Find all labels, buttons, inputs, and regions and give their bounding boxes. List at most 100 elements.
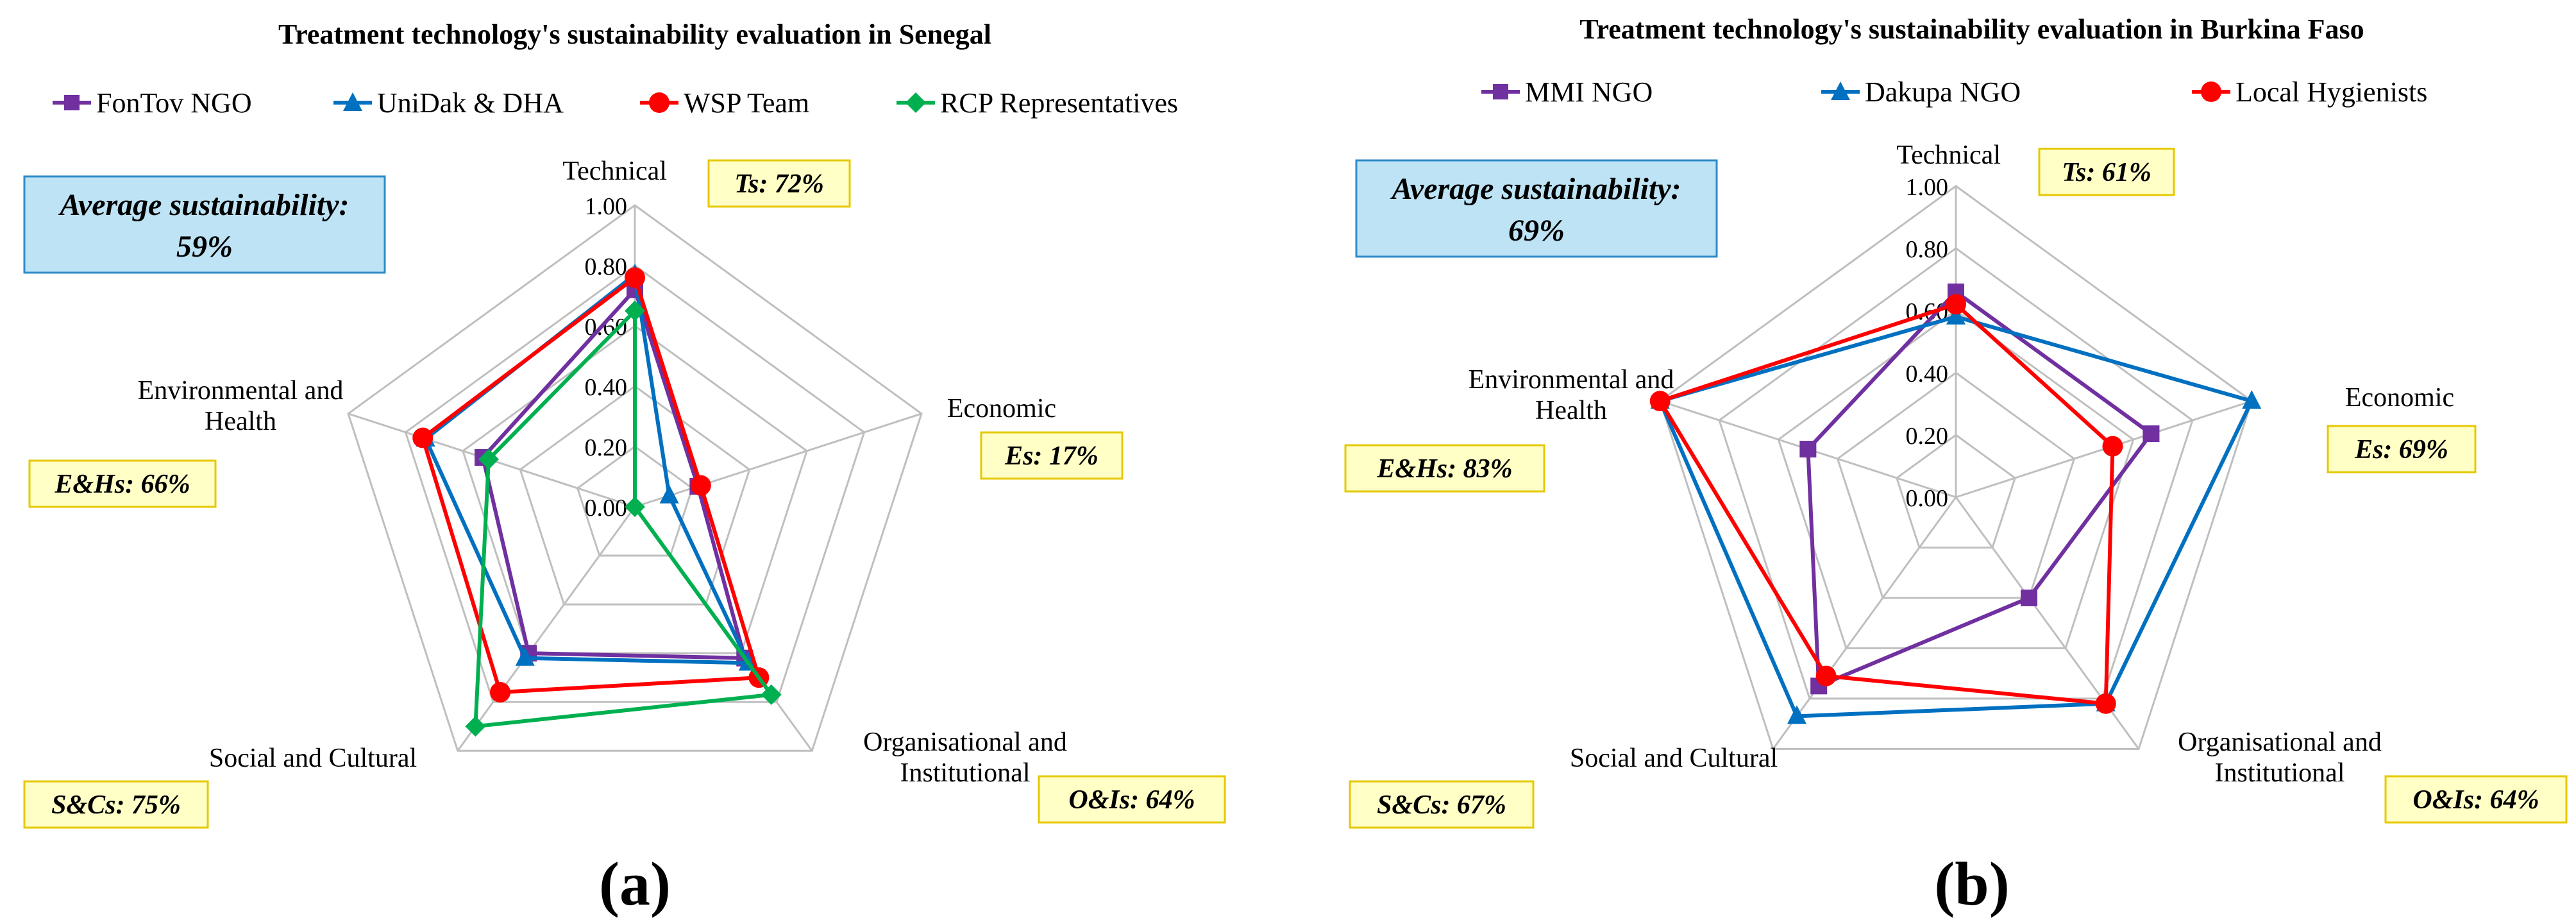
score-box: S&Cs: 75%: [23, 780, 209, 829]
score-box: O&Is: 64%: [2384, 775, 2568, 824]
score-box: Ts: 72%: [707, 159, 851, 208]
chart-title: Treatment technology's sustainability ev…: [278, 19, 991, 50]
series-line: [1658, 314, 2254, 719]
axis-score-boxes: Ts: 72% Es: 17% O&Is: 64% S&Cs: 75% E&Hs…: [23, 159, 1226, 829]
legend-label: WSP Team: [684, 87, 809, 119]
panel-label: (a): [599, 849, 671, 918]
axis-labels: Technical Economic Organisational and Insti…: [138, 157, 1067, 788]
score-box: E&Hs: 66%: [28, 459, 217, 508]
average-box-label: Average sustainability:: [58, 188, 349, 222]
score-box-background: [2038, 148, 2175, 196]
data-point: [1787, 705, 1806, 724]
legend-item: WSP Team: [640, 87, 809, 119]
data-point: [2095, 693, 2116, 714]
axis-label: Social and Cultural: [1570, 744, 1778, 773]
legend-label: Local Hygienists: [2235, 76, 2427, 108]
series-line: [473, 309, 773, 729]
data-point: [625, 300, 645, 321]
data-point: [690, 475, 711, 496]
series: [1649, 294, 2123, 714]
data-point: [412, 427, 434, 448]
panel-label: (b): [1934, 849, 2009, 918]
legend-label: RCP Representatives: [940, 87, 1178, 119]
axis-label: Technical: [1896, 141, 2001, 170]
score-box-background: [1344, 444, 1545, 493]
tick-label: 0.80: [1906, 236, 1949, 263]
tick-label: 0.00: [585, 495, 628, 522]
data-point: [478, 448, 500, 470]
legend-marker: [1493, 84, 1508, 99]
grid-ring: [1658, 185, 2253, 750]
grid-ring: [1777, 309, 2135, 649]
series-line: [1806, 289, 2153, 688]
axis-labels: Technical Economic Organisational and Insti…: [1469, 141, 2455, 788]
legend-item: FonTov NGO: [53, 87, 252, 119]
tick-labels: 0.000.200.400.600.801.00: [1906, 174, 1949, 512]
grid-ring: [519, 385, 751, 606]
tick-label: 1.00: [585, 193, 628, 220]
legend-item: Local Hygienists: [2192, 76, 2427, 108]
series: [465, 300, 782, 737]
axis-spoke: [634, 413, 922, 508]
series-line: [481, 287, 747, 660]
radar-chart: 0.000.200.400.600.801.00TechnicalEconomi…: [138, 157, 1067, 788]
tick-label: 0.80: [585, 253, 628, 280]
panel-a: Treatment technology's sustainability ev…: [23, 19, 1226, 918]
tick-label: 0.40: [1906, 361, 1949, 388]
data-point: [659, 484, 679, 504]
series-line: [1658, 302, 2115, 706]
score-box-background: [1038, 775, 1226, 824]
score-box-text: Es: 69%: [2354, 435, 2448, 464]
axis-label: Economic: [947, 394, 1056, 423]
axis-label: Organisational and Institutional: [863, 728, 1067, 788]
tick-label: 1.00: [1906, 174, 1949, 201]
legend-marker: [343, 92, 362, 111]
legend-label: FonTov NGO: [96, 87, 252, 119]
score-box-text: E&Hs: 83%: [1376, 454, 1512, 484]
legend: MMI NGO Dakupa NGO Local Hygienists: [1481, 76, 2427, 108]
legend-marker: [64, 95, 80, 110]
data-point: [1799, 441, 1817, 458]
average-box-label: Average sustainability:: [1390, 172, 1681, 206]
axis-spoke: [457, 506, 636, 752]
average-box-value: 59%: [176, 230, 233, 264]
series: [412, 267, 770, 703]
data-point: [1946, 305, 1966, 325]
legend-label: MMI NGO: [1525, 76, 1653, 108]
tick-label: 0.20: [1906, 423, 1949, 450]
tick-label: 0.00: [1906, 485, 1949, 512]
legend-label: UniDak & DHA: [377, 87, 564, 119]
grid-ring: [576, 445, 694, 557]
score-box-text: S&Cs: 75%: [51, 790, 181, 820]
score-box: Ts: 61%: [2038, 148, 2175, 196]
axis-label: Environmental and Health: [1469, 365, 1674, 425]
data-point: [625, 497, 645, 517]
data-point: [761, 684, 782, 705]
legend-marker: [1831, 81, 1850, 100]
score-box-background: [2384, 775, 2568, 824]
score-box-text: Ts: 72%: [734, 169, 824, 199]
grid-ring: [347, 204, 923, 752]
tick-labels: 0.000.200.400.600.801.00: [585, 193, 628, 522]
score-box-background: [23, 780, 209, 829]
data-point: [1815, 665, 1837, 686]
score-box-text: S&Cs: 67%: [1377, 790, 1506, 820]
average-box: Average sustainability: 59%: [23, 175, 386, 274]
score-box: Es: 17%: [980, 431, 1124, 480]
tick-label: 0.20: [585, 434, 628, 461]
grid-ring: [1895, 434, 2017, 549]
legend-item: Dakupa NGO: [1821, 76, 2021, 108]
legend-label: Dakupa NGO: [1865, 76, 2021, 108]
radar-chart: 0.000.200.400.600.801.00TechnicalEconomi…: [1469, 141, 2455, 788]
average-box: Average sustainability: 69%: [1355, 159, 1718, 258]
axis-label: Environmental and Health: [138, 376, 344, 436]
score-box-background: [2327, 425, 2477, 473]
legend-item: MMI NGO: [1481, 76, 1653, 108]
legend-item: UniDak & DHA: [333, 87, 564, 119]
series-line: [421, 275, 761, 694]
data-point: [625, 267, 645, 288]
axis-label: Organisational and Institutional: [2178, 728, 2382, 788]
legend-item: RCP Representatives: [897, 87, 1178, 119]
chart-title: Treatment technology's sustainability ev…: [1579, 13, 2364, 45]
